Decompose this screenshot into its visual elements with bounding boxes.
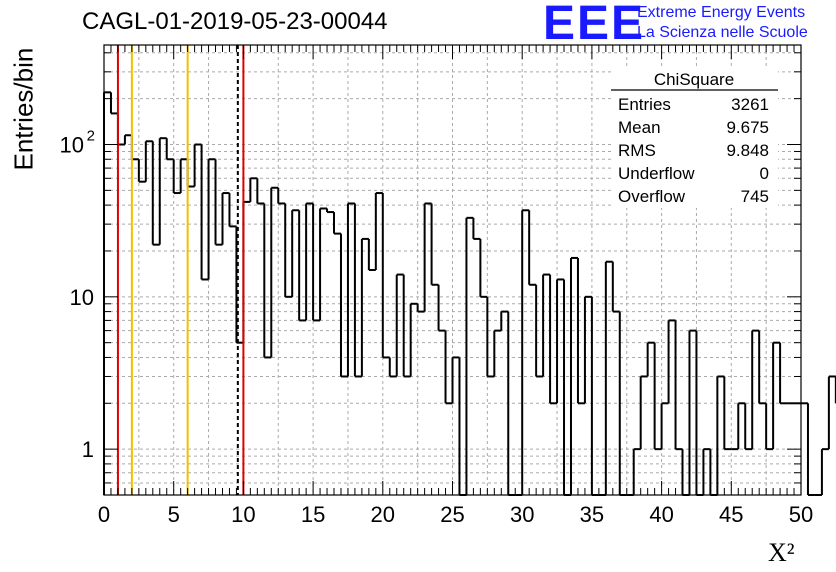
stats-row-value: 745 — [741, 187, 769, 206]
x-tick-label: 0 — [98, 502, 110, 527]
x-tick-label: 30 — [510, 502, 534, 527]
x-tick-label: 10 — [231, 502, 255, 527]
stats-row-label: Entries — [618, 95, 671, 114]
stats-row-value: 3261 — [731, 95, 769, 114]
x-tick-label: 35 — [580, 502, 604, 527]
stats-row-label: Underflow — [618, 164, 695, 183]
logo-tagline-1: Extreme Energy Events — [637, 4, 806, 21]
stats-row-label: Overflow — [618, 187, 686, 206]
y-tick-label: 10 — [70, 285, 94, 310]
chart-title: CAGL-01-2019-05-23-00044 — [82, 8, 388, 35]
stats-row-label: RMS — [618, 141, 656, 160]
x-tick-label: 5 — [168, 502, 180, 527]
stats-box-title: ChiSquare — [654, 70, 734, 89]
logo-tagline-2: La Scienza nelle Scuole — [637, 24, 808, 41]
x-axis-label: X² — [768, 538, 795, 567]
stats-row-label: Mean — [618, 118, 661, 137]
y-tick-label: 10 — [60, 132, 84, 157]
x-tick-label: 15 — [301, 502, 325, 527]
eee-logo: EEE — [543, 0, 646, 50]
x-tick-label: 20 — [371, 502, 395, 527]
stats-row-value: 9.675 — [726, 118, 769, 137]
y-tick-label: 1 — [82, 437, 94, 462]
stats-row-value: 9.848 — [726, 141, 769, 160]
x-tick-label: 25 — [440, 502, 464, 527]
x-tick-label: 40 — [649, 502, 673, 527]
y-tick-exponent: 2 — [87, 127, 95, 144]
x-tick-label: 50 — [789, 502, 813, 527]
x-tick-label: 45 — [719, 502, 743, 527]
stats-row-value: 0 — [760, 164, 769, 183]
